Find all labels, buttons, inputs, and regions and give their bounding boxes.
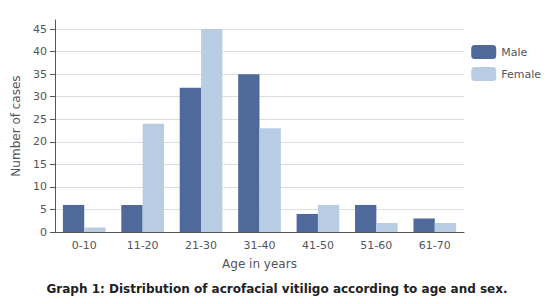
svg-text:21-30: 21-30 (185, 239, 217, 252)
svg-text:Number of cases: Number of cases (9, 75, 23, 176)
svg-text:40: 40 (33, 45, 47, 58)
svg-text:5: 5 (40, 203, 47, 216)
svg-text:15: 15 (33, 158, 47, 171)
svg-text:0-10: 0-10 (72, 239, 97, 252)
svg-text:Graph 1: Distribution of acrof: Graph 1: Distribution of acrofacial viti… (46, 282, 507, 296)
svg-text:61-70: 61-70 (419, 239, 451, 252)
svg-text:41-50: 41-50 (302, 239, 334, 252)
svg-text:31-40: 31-40 (244, 239, 276, 252)
svg-text:30: 30 (33, 90, 47, 103)
svg-text:Female: Female (501, 68, 541, 81)
svg-text:20: 20 (33, 135, 47, 148)
svg-text:35: 35 (33, 68, 47, 81)
svg-text:10: 10 (33, 180, 47, 193)
svg-text:51-60: 51-60 (360, 239, 392, 252)
svg-text:Age in years: Age in years (222, 257, 297, 271)
svg-text:11-20: 11-20 (127, 239, 159, 252)
svg-text:Male: Male (501, 46, 527, 59)
svg-text:45: 45 (33, 23, 47, 36)
svg-text:0: 0 (40, 226, 47, 239)
svg-text:25: 25 (33, 113, 47, 126)
